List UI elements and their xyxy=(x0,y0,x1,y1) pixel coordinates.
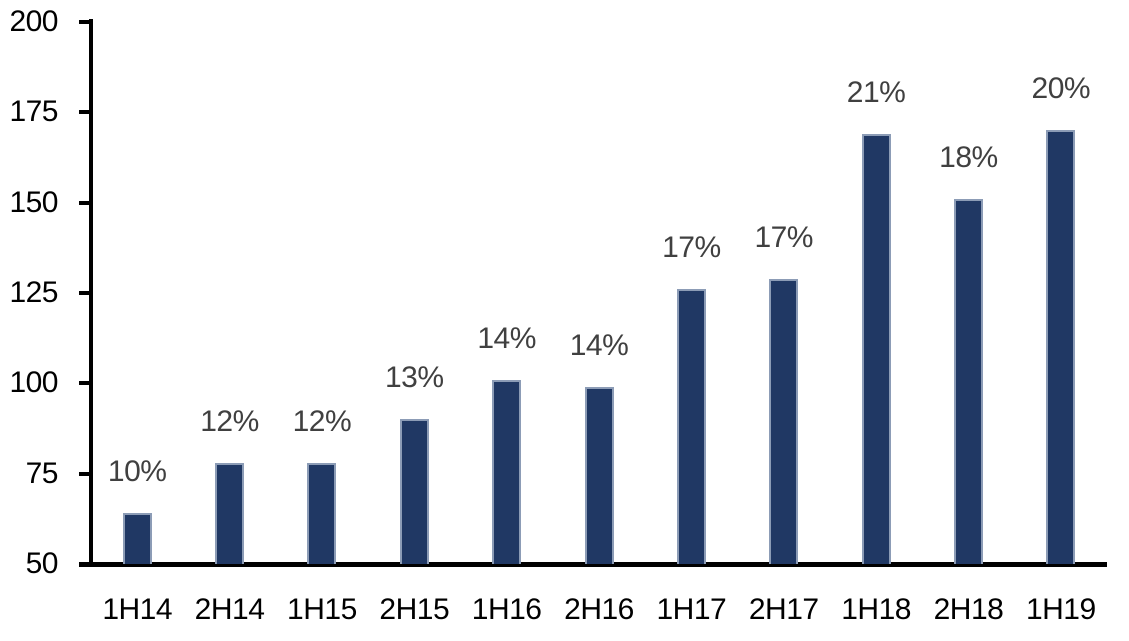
bar-1h18 xyxy=(861,134,891,564)
x-tick-label: 1H19 xyxy=(1025,593,1096,626)
y-tick-mark xyxy=(79,291,91,295)
y-tick-label: 150 xyxy=(9,185,58,219)
y-tick-mark xyxy=(79,200,91,205)
y-tick-label: 100 xyxy=(9,366,58,400)
y-tick-mark xyxy=(79,20,91,24)
x-tick-label: 2H16 xyxy=(564,593,634,626)
bar-data-label: 14% xyxy=(569,328,629,362)
y-tick-label: 125 xyxy=(9,276,58,309)
y-tick-mark xyxy=(79,562,91,566)
bar-1h17 xyxy=(676,289,706,564)
y-tick-label: 50 xyxy=(25,547,59,580)
bar-data-label: 20% xyxy=(1031,72,1091,106)
x-tick-label: 1H16 xyxy=(471,593,542,626)
bar-data-label: 13% xyxy=(384,361,444,395)
bar-data-label: 12% xyxy=(200,404,259,438)
y-tick-mark xyxy=(79,381,91,386)
bar-data-label: 17% xyxy=(662,231,721,265)
bar-data-label: 14% xyxy=(477,321,536,355)
bar-data-label: 12% xyxy=(292,404,352,438)
bar-data-label: 21% xyxy=(846,76,906,109)
x-axis-line xyxy=(79,562,1107,567)
x-tick-label: 1H18 xyxy=(841,593,911,626)
bar-data-label: 17% xyxy=(754,220,813,254)
bar-1h19 xyxy=(1046,130,1076,564)
x-tick-label: 2H15 xyxy=(379,593,450,626)
bar-2h16 xyxy=(584,386,614,564)
y-tick-mark xyxy=(79,471,91,476)
bar-1h14 xyxy=(122,513,152,564)
y-tick-mark xyxy=(79,110,91,115)
bar-2h18 xyxy=(953,199,983,564)
x-tick-label: 2H14 xyxy=(194,593,265,626)
bar-2h15 xyxy=(399,419,429,564)
bar-1h15 xyxy=(307,462,337,564)
bar-2h17 xyxy=(769,278,799,564)
x-tick-label: 2H17 xyxy=(748,593,819,626)
x-tick-label: 1H17 xyxy=(656,593,727,626)
x-tick-label: 1H14 xyxy=(102,593,173,626)
bar-data-label: 10% xyxy=(107,455,167,489)
y-tick-label: 200 xyxy=(9,5,58,38)
bar-data-label: 18% xyxy=(939,141,998,175)
x-tick-label: 1H15 xyxy=(287,593,357,626)
y-tick-label: 75 xyxy=(25,456,59,490)
y-axis-line xyxy=(89,19,93,567)
y-tick-label: 175 xyxy=(9,95,58,129)
bar-2h14 xyxy=(215,462,245,564)
bar-1h16 xyxy=(492,379,522,564)
x-tick-label: 2H18 xyxy=(933,593,1004,626)
